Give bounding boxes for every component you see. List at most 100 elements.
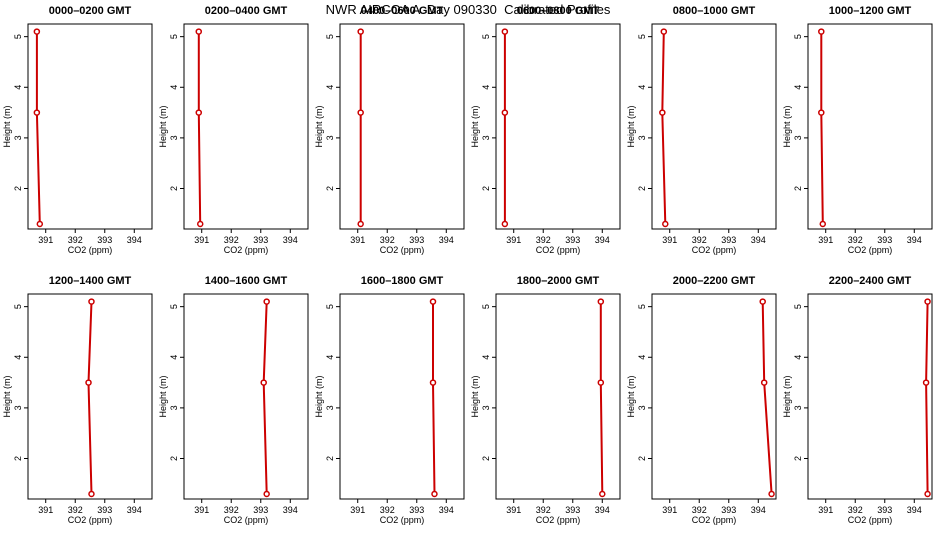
y-tick-label: 2 bbox=[793, 456, 803, 461]
y-tick-label: 5 bbox=[13, 34, 23, 39]
y-tick-label: 4 bbox=[13, 355, 23, 360]
panel-title: 0800–1000 GMT bbox=[673, 5, 756, 17]
profile-line bbox=[820, 31, 824, 224]
x-tick-label: 393 bbox=[565, 235, 580, 245]
x-tick-label: 394 bbox=[283, 235, 298, 245]
profile-panel: 0800–1000 GMT 391 392 393 394 2 3 4 5 CO2 (ppm) He… bbox=[624, 0, 780, 270]
y-tick-label: 2 bbox=[637, 186, 647, 191]
data-point bbox=[88, 490, 95, 498]
y-tick-label: 4 bbox=[637, 355, 647, 360]
y-tick-label: 3 bbox=[169, 405, 179, 410]
profile-panel: 1400–1600 GMT 391 392 393 394 2 3 4 5 CO2 (ppm) He… bbox=[156, 270, 312, 540]
data-point bbox=[263, 490, 270, 498]
profile-line bbox=[87, 301, 93, 494]
x-tick-label: 394 bbox=[595, 505, 610, 515]
plot-frame bbox=[807, 293, 933, 500]
x-tick-label: 392 bbox=[68, 505, 83, 515]
profile-chart: 0000–0200 GMT 391 392 393 394 2 3 4 5 CO2 (ppm) He… bbox=[2, 5, 153, 255]
data-point bbox=[659, 109, 666, 116]
y-tick-label: 5 bbox=[481, 34, 491, 39]
data-point bbox=[357, 109, 364, 116]
data-point bbox=[662, 220, 669, 228]
plot-frame bbox=[651, 23, 777, 230]
y-tick-label: 5 bbox=[637, 34, 647, 39]
x-tick-label: 394 bbox=[595, 235, 610, 245]
data-point bbox=[33, 109, 41, 116]
plot-frame bbox=[183, 293, 309, 500]
y-tick-label: 2 bbox=[325, 186, 335, 191]
y-tick-label: 2 bbox=[13, 456, 23, 461]
data-point bbox=[357, 28, 364, 35]
panel-title: 1600–1800 GMT bbox=[361, 275, 444, 287]
y-tick-label: 5 bbox=[793, 34, 803, 39]
x-tick-label: 391 bbox=[506, 235, 521, 245]
x-tick-label: 391 bbox=[38, 235, 53, 245]
x-tick-label: 394 bbox=[439, 505, 454, 515]
plot-frame bbox=[495, 293, 621, 500]
y-axis-label: Height (m) bbox=[158, 105, 168, 147]
page-title: NWR AIRCOA A Day 090330 Calibrated Profi… bbox=[325, 2, 611, 17]
x-tick-label: 391 bbox=[818, 505, 833, 515]
y-tick-label: 4 bbox=[793, 85, 803, 90]
y-tick-label: 2 bbox=[637, 456, 647, 461]
x-tick-label: 393 bbox=[877, 505, 892, 515]
y-axis-label: Height (m) bbox=[314, 375, 324, 417]
data-point bbox=[260, 379, 267, 386]
x-axis-label: CO2 (ppm) bbox=[692, 515, 737, 525]
panel-title: 1200–1400 GMT bbox=[49, 275, 132, 287]
data-point bbox=[660, 28, 668, 35]
data-point bbox=[501, 28, 509, 35]
x-tick-label: 392 bbox=[224, 505, 239, 515]
y-tick-label: 4 bbox=[637, 85, 647, 90]
y-tick-label: 2 bbox=[481, 456, 491, 461]
data-point bbox=[818, 28, 825, 35]
data-point bbox=[597, 379, 605, 386]
x-tick-label: 391 bbox=[662, 235, 677, 245]
profile-chart: 1600–1800 GMT 391 392 393 394 2 3 4 5 CO2 (ppm) He… bbox=[314, 275, 465, 525]
plot-frame bbox=[27, 23, 153, 230]
plot-frame bbox=[651, 293, 777, 500]
y-tick-label: 3 bbox=[13, 405, 23, 410]
x-tick-label: 393 bbox=[565, 505, 580, 515]
profile-line bbox=[197, 31, 202, 224]
profile-panel: 0000–0200 GMT 391 392 393 394 2 3 4 5 CO2 (ppm) He… bbox=[0, 0, 156, 270]
x-tick-label: 394 bbox=[907, 505, 922, 515]
x-tick-label: 391 bbox=[194, 235, 209, 245]
profile-panel: 1000–1200 GMT 391 392 393 394 2 3 4 5 CO2 (ppm) He… bbox=[780, 0, 936, 270]
y-tick-label: 4 bbox=[481, 355, 491, 360]
panel-title: 1800–2000 GMT bbox=[517, 275, 600, 287]
data-point bbox=[429, 298, 437, 305]
panel-title: 2200–2400 GMT bbox=[829, 275, 912, 287]
y-tick-label: 2 bbox=[13, 186, 23, 191]
y-tick-label: 3 bbox=[637, 405, 647, 410]
panel-title: 2000–2200 GMT bbox=[673, 275, 756, 287]
y-tick-label: 4 bbox=[169, 85, 179, 90]
y-tick-label: 4 bbox=[169, 355, 179, 360]
x-tick-label: 392 bbox=[848, 505, 863, 515]
y-axis-label: Height (m) bbox=[2, 105, 12, 147]
y-tick-label: 2 bbox=[481, 186, 491, 191]
data-point bbox=[195, 109, 203, 116]
data-point bbox=[924, 298, 931, 305]
data-point bbox=[88, 298, 95, 305]
profile-chart: 0400–0600 GMT 391 392 393 394 2 3 4 5 CO2 (ppm) He… bbox=[314, 5, 465, 255]
profile-chart: 1800–2000 GMT 391 392 393 394 2 3 4 5 CO2 (ppm) He… bbox=[470, 275, 621, 525]
profile-panel: 0200–0400 GMT 391 392 393 394 2 3 4 5 CO2 (ppm) He… bbox=[156, 0, 312, 270]
x-tick-label: 393 bbox=[253, 235, 268, 245]
y-axis-label: Height (m) bbox=[158, 375, 168, 417]
profile-line bbox=[599, 301, 604, 494]
data-point bbox=[431, 490, 438, 498]
x-axis-label: CO2 (ppm) bbox=[380, 515, 425, 525]
x-tick-label: 392 bbox=[68, 235, 83, 245]
plot-frame bbox=[183, 23, 309, 230]
x-axis-label: CO2 (ppm) bbox=[224, 515, 269, 525]
profile-panel: 2200–2400 GMT 391 392 393 394 2 3 4 5 CO2 (ppm) He… bbox=[780, 270, 936, 540]
profile-line bbox=[35, 31, 41, 224]
x-tick-label: 392 bbox=[224, 235, 239, 245]
x-tick-label: 391 bbox=[38, 505, 53, 515]
y-tick-label: 2 bbox=[169, 456, 179, 461]
panel-title: 0600–0800 GMT bbox=[517, 5, 600, 17]
x-tick-label: 393 bbox=[721, 235, 736, 245]
x-axis-label: CO2 (ppm) bbox=[536, 245, 581, 255]
data-point bbox=[263, 298, 270, 305]
